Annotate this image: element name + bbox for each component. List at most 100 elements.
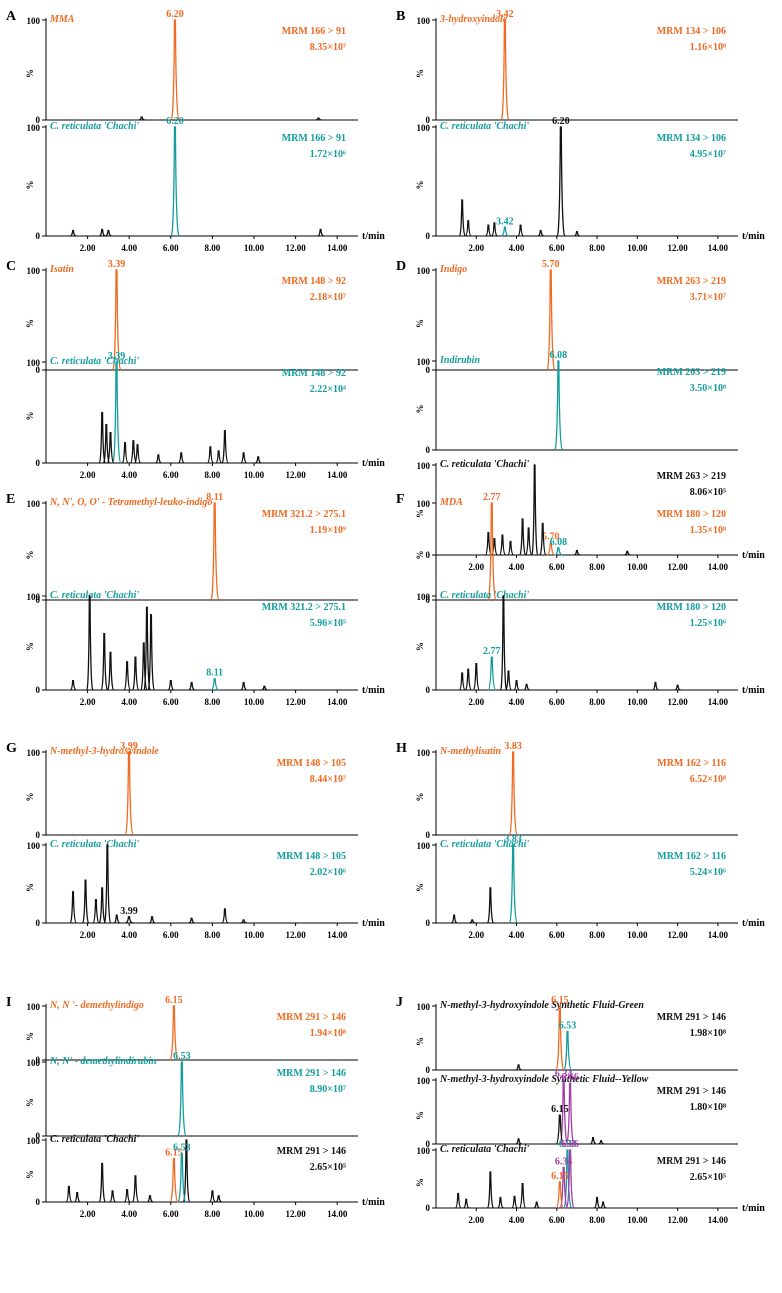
peak xyxy=(507,540,514,556)
y-tick-label: 100 xyxy=(27,748,41,758)
y-tick-label: 100 xyxy=(27,1002,41,1012)
trace-label: N, N', O, O' - Tetramethyl-leuko-indigo xyxy=(49,497,212,508)
peak xyxy=(652,681,659,691)
peak-label: 6.15 xyxy=(551,1171,569,1182)
peak xyxy=(563,1030,573,1071)
trace-label: C. reticulata 'Chachi' xyxy=(440,839,529,850)
trace-label: C. reticulata 'Chachi' xyxy=(50,590,139,601)
y-tick-label: 100 xyxy=(27,1058,41,1068)
intensity-value: 1.19×10⁹ xyxy=(310,525,346,536)
peak xyxy=(486,1171,495,1209)
peak xyxy=(170,126,180,237)
intensity-value: 8.44×10⁷ xyxy=(310,774,346,785)
y-axis-label: % xyxy=(25,1032,35,1041)
mrm-transition: MRM 291 > 146 xyxy=(657,1012,726,1023)
trace-label: C. reticulata 'Chachi' xyxy=(50,356,139,367)
y-tick-label: 100 xyxy=(27,499,41,509)
peak xyxy=(98,887,107,924)
y-tick-label: 0 xyxy=(36,365,41,375)
x-axis-label: t/min xyxy=(362,685,385,696)
trace-2: 100 0% C. reticulata 'Chachi' MRM 162 > 116… xyxy=(415,834,765,940)
peak xyxy=(221,908,229,924)
trace-label: C. reticulata 'Chachi' xyxy=(440,121,529,132)
trace-label: Indirubin xyxy=(439,355,480,366)
mrm-transition: MRM 166 > 91 xyxy=(282,26,346,37)
peak xyxy=(515,1138,522,1145)
peak-label: 6.15 xyxy=(165,1148,183,1159)
peak xyxy=(465,668,472,691)
y-axis-label: % xyxy=(25,883,35,892)
y-axis-label: % xyxy=(415,551,425,560)
mrm-transition: MRM 180 > 120 xyxy=(657,509,726,520)
x-tick-label: 8.00 xyxy=(205,1209,221,1219)
mrm-transition: MRM 148 > 105 xyxy=(277,851,346,862)
y-axis-label: % xyxy=(25,181,35,190)
y-axis-label: % xyxy=(415,69,425,78)
peak xyxy=(525,527,533,556)
y-tick-label: 0 xyxy=(426,1203,431,1213)
panel-letter: B xyxy=(396,9,405,24)
y-tick-label: 0 xyxy=(426,550,431,560)
x-tick-label: 8.00 xyxy=(205,697,221,707)
x-tick-label: 2.00 xyxy=(468,243,484,253)
intensity-value: 1.80×10⁸ xyxy=(690,1102,726,1113)
peak-label: 6.66 xyxy=(561,1072,579,1083)
peak xyxy=(499,534,506,556)
peak xyxy=(554,360,564,451)
peak xyxy=(98,411,107,464)
x-tick-label: 2.00 xyxy=(468,697,484,707)
x-tick-label: 6.00 xyxy=(549,697,565,707)
peak-label: 6.15 xyxy=(551,1104,569,1115)
peak xyxy=(65,1185,73,1203)
intensity-value: 5.96×10⁵ xyxy=(310,618,346,629)
x-tick-label: 8.00 xyxy=(589,1215,605,1225)
x-axis-label: t/min xyxy=(742,685,765,696)
peak xyxy=(102,423,111,464)
panel-letter: E xyxy=(6,492,15,507)
y-tick-label: 0 xyxy=(36,1197,41,1207)
y-axis-label: % xyxy=(415,1111,425,1120)
peak-label: 6.66 xyxy=(561,1139,579,1150)
peak xyxy=(315,117,322,121)
peak xyxy=(123,661,131,691)
mrm-transition: MRM 321.2 > 275.1 xyxy=(262,602,346,613)
peak xyxy=(177,1152,187,1203)
peak xyxy=(317,228,324,237)
peak xyxy=(178,452,185,464)
trace-2: 100 0% N-methyl-3-hydroxyindole Synthetic … xyxy=(415,1069,738,1149)
x-tick-label: 2.00 xyxy=(468,562,484,572)
trace-label: C. reticulata 'Chachi' xyxy=(440,590,529,601)
trace-2: 100 0% C. reticulata 'Chachi' MRM 148 > 105… xyxy=(25,839,385,940)
x-axis-label: t/min xyxy=(742,918,765,929)
peak xyxy=(131,656,140,691)
x-axis-label: t/min xyxy=(742,231,765,242)
peak xyxy=(531,464,539,556)
y-tick-label: 100 xyxy=(417,1146,431,1156)
peak xyxy=(140,642,148,691)
peak xyxy=(486,887,495,924)
peak xyxy=(546,541,555,556)
x-tick-label: 8.00 xyxy=(589,697,605,707)
y-tick-label: 0 xyxy=(36,830,41,840)
peak xyxy=(130,440,137,464)
peak xyxy=(594,1196,601,1209)
x-tick-label: 12.00 xyxy=(667,243,688,253)
panel-letter: J xyxy=(396,995,403,1010)
y-tick-label: 100 xyxy=(27,358,41,368)
y-tick-label: 100 xyxy=(417,266,431,276)
x-tick-label: 2.00 xyxy=(468,1215,484,1225)
trace-3: 100 0% C. reticulata 'Chachi' MRM 263 > 219… xyxy=(415,459,765,572)
mrm-transition: MRM 263 > 219 xyxy=(657,367,726,378)
y-tick-label: 0 xyxy=(426,685,431,695)
peak xyxy=(169,1005,179,1061)
trace-label: N, N' - demethylindirubin xyxy=(49,1056,157,1067)
trace-label: N, N '- demethylindigo xyxy=(49,1000,144,1011)
